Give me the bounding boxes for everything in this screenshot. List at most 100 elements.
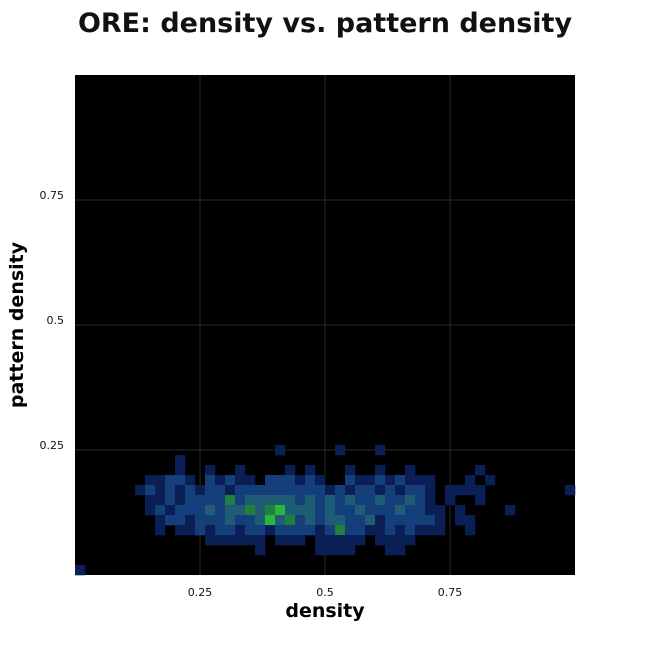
- heatmap-cell: [285, 525, 296, 536]
- heatmap-cell: [325, 535, 336, 546]
- heatmap-cell: [195, 485, 206, 496]
- heatmap-cell: [335, 515, 346, 526]
- heatmap-cell: [175, 495, 186, 506]
- heatmap-cell: [415, 505, 426, 516]
- heatmap-cell: [435, 525, 446, 536]
- heatmap-cell: [415, 515, 426, 526]
- y-tick-label: 0.25: [40, 439, 65, 452]
- heatmap-cell: [375, 445, 386, 456]
- heatmap-cell: [385, 545, 396, 556]
- heatmap-cell: [285, 485, 296, 496]
- heatmap-cell: [205, 485, 216, 496]
- heatmap-cell: [385, 475, 396, 486]
- heatmap-cell: [235, 495, 246, 506]
- heatmap-cell: [285, 505, 296, 516]
- heatmap-cell: [165, 485, 176, 496]
- heatmap-cell: [445, 495, 456, 506]
- heatmap-cell: [215, 485, 226, 496]
- heatmap-cell: [345, 485, 356, 496]
- heatmap-cell: [155, 485, 166, 496]
- heatmap-cell: [465, 485, 476, 496]
- heatmap-cell: [225, 525, 236, 536]
- heatmap-cell: [255, 515, 266, 526]
- heatmap-cell: [475, 465, 486, 476]
- heatmap-cell: [155, 475, 166, 486]
- heatmap-cell: [315, 475, 326, 486]
- heatmap-cell: [275, 495, 286, 506]
- heatmap-cell: [145, 505, 156, 516]
- heatmap-cell: [355, 505, 366, 516]
- heatmap-cell: [285, 465, 296, 476]
- heatmap-cell: [415, 475, 426, 486]
- heatmap-cell: [225, 505, 236, 516]
- heatmap-cell: [265, 525, 276, 536]
- heatmap-cell: [325, 485, 336, 496]
- heatmap-cell: [365, 525, 376, 536]
- heatmap-cell: [405, 505, 416, 516]
- heatmap-cell: [165, 475, 176, 486]
- heatmap-cell: [255, 545, 266, 556]
- heatmap-cell: [275, 515, 286, 526]
- heatmap-cell: [275, 525, 286, 536]
- heatmap-cell: [445, 485, 456, 496]
- heatmap-cell: [265, 485, 276, 496]
- heatmap-cell: [285, 495, 296, 506]
- heatmap-cell: [215, 495, 226, 506]
- heatmap-cell: [375, 495, 386, 506]
- heatmap-cell: [405, 465, 416, 476]
- heatmap-cell: [365, 495, 376, 506]
- heatmap-cell: [245, 495, 256, 506]
- heatmap-cell: [365, 515, 376, 526]
- heatmap-cell: [275, 445, 286, 456]
- heatmap-cell: [175, 465, 186, 476]
- heatmap-cell: [265, 475, 276, 486]
- heatmap-cell: [165, 515, 176, 526]
- heatmap-cell: [255, 525, 266, 536]
- heatmap-cell: [435, 505, 446, 516]
- heatmap-cell: [215, 535, 226, 546]
- heatmap-cell: [395, 525, 406, 536]
- heatmap-cell: [285, 515, 296, 526]
- heatmap-cell: [295, 475, 306, 486]
- heatmap-cell: [255, 535, 266, 546]
- x-tick-label: 0.25: [188, 586, 213, 599]
- heatmap-cell: [325, 545, 336, 556]
- heatmap-cell: [245, 485, 256, 496]
- heatmap-cell: [405, 485, 416, 496]
- heatmap-cell: [385, 535, 396, 546]
- heatmap-cell: [295, 535, 306, 546]
- heatmap-cell: [465, 475, 476, 486]
- heatmap-cell: [365, 485, 376, 496]
- heatmap-cell: [265, 495, 276, 506]
- heatmap-cell: [185, 515, 196, 526]
- heatmap-cell: [355, 535, 366, 546]
- heatmap-cell: [425, 485, 436, 496]
- heatmap-cell: [175, 525, 186, 536]
- heatmap-cell: [145, 495, 156, 506]
- heatmap-cell: [425, 505, 436, 516]
- x-tick-label: 0.5: [316, 586, 334, 599]
- heatmap-cell: [185, 475, 196, 486]
- y-axis-label: pattern density: [6, 241, 28, 409]
- heatmap-cell: [215, 515, 226, 526]
- heatmap-cell: [485, 475, 496, 486]
- heatmap-cell: [155, 525, 166, 536]
- heatmap-cell: [305, 485, 316, 496]
- heatmap-cell: [325, 495, 336, 506]
- heatmap-cell: [355, 495, 366, 506]
- heatmap-cell: [405, 525, 416, 536]
- heatmap-cell: [235, 515, 246, 526]
- heatmap-cell: [335, 495, 346, 506]
- heatmap-cell: [375, 475, 386, 486]
- heatmap-cell: [185, 495, 196, 506]
- heatmap-cell: [325, 505, 336, 516]
- heatmap-cell: [315, 525, 326, 536]
- heatmap-cell: [245, 505, 256, 516]
- heatmap-cell: [345, 535, 356, 546]
- heatmap-cell: [155, 505, 166, 516]
- heatmap-cell: [365, 505, 376, 516]
- y-tick-label: 0.5: [47, 314, 65, 327]
- heatmap-cell: [315, 545, 326, 556]
- heatmap-cell: [235, 535, 246, 546]
